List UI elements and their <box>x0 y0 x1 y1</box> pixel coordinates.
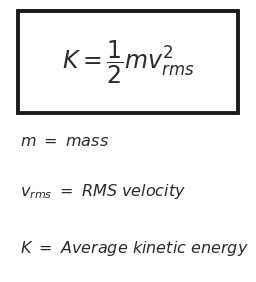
Text: $m$ $=$ $mass$: $m$ $=$ $mass$ <box>20 133 110 149</box>
Text: $v_{rms}$ $=$ $RMS\ velocity$: $v_{rms}$ $=$ $RMS\ velocity$ <box>20 182 187 201</box>
Text: $K = \dfrac{1}{2}mv_{rms}^{2}$: $K = \dfrac{1}{2}mv_{rms}^{2}$ <box>62 38 194 86</box>
Bar <box>18 11 238 113</box>
Text: $K$ $=$ $Average\ kinetic\ energy$: $K$ $=$ $Average\ kinetic\ energy$ <box>20 239 249 258</box>
